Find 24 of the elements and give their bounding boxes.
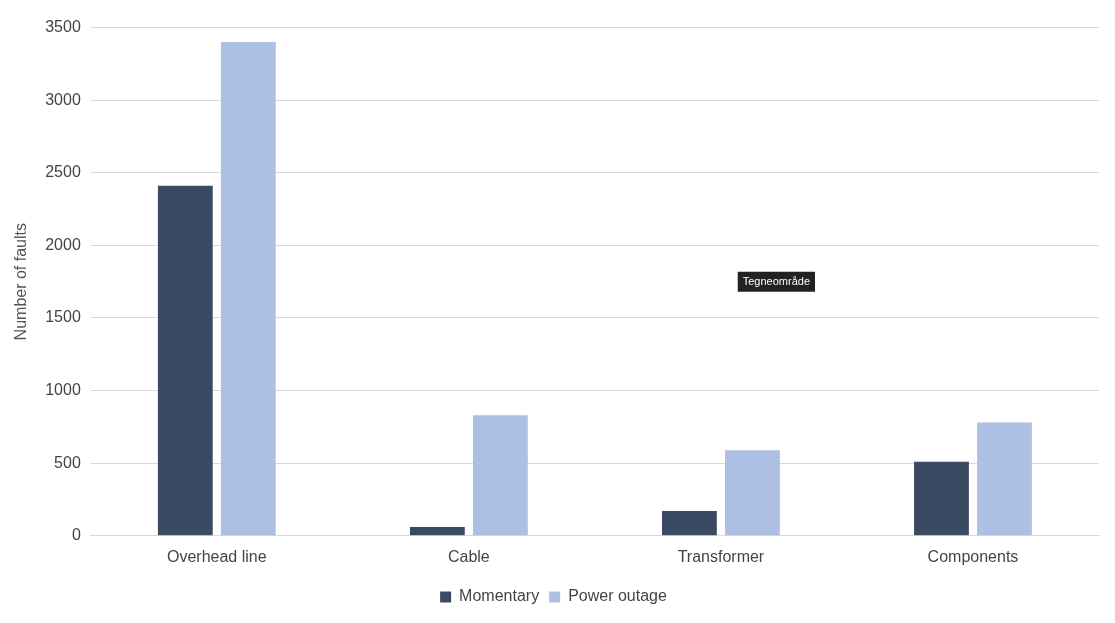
- y-tick-label: 1000: [45, 381, 81, 399]
- bar: [157, 185, 213, 536]
- bar: [220, 42, 276, 536]
- x-tick-label: Components: [927, 547, 1019, 565]
- bar: [472, 415, 528, 536]
- bar: [977, 422, 1032, 536]
- y-tick-label: 0: [71, 526, 81, 544]
- annotation: Tegneområde: [742, 274, 811, 287]
- legend-label: Power outage: [568, 587, 667, 605]
- y-axis-title: Number of faults: [12, 223, 30, 341]
- y-tick-label: 1500: [45, 308, 81, 326]
- y-tick-label: 2500: [45, 163, 81, 181]
- y-tick-label: 3000: [45, 90, 81, 108]
- x-tick-label: Transformer: [677, 547, 765, 565]
- bar: [725, 450, 780, 536]
- y-tick-label: 500: [54, 453, 81, 471]
- y-tick-label: 2000: [45, 235, 81, 253]
- bar: [662, 511, 717, 536]
- bar: [914, 461, 969, 536]
- x-tick-label: Overhead line: [167, 547, 267, 565]
- y-tick-label: 3500: [45, 18, 81, 36]
- bar: [409, 527, 465, 536]
- x-tick-label: Cable: [447, 547, 490, 565]
- legend-label: Momentary: [459, 587, 540, 605]
